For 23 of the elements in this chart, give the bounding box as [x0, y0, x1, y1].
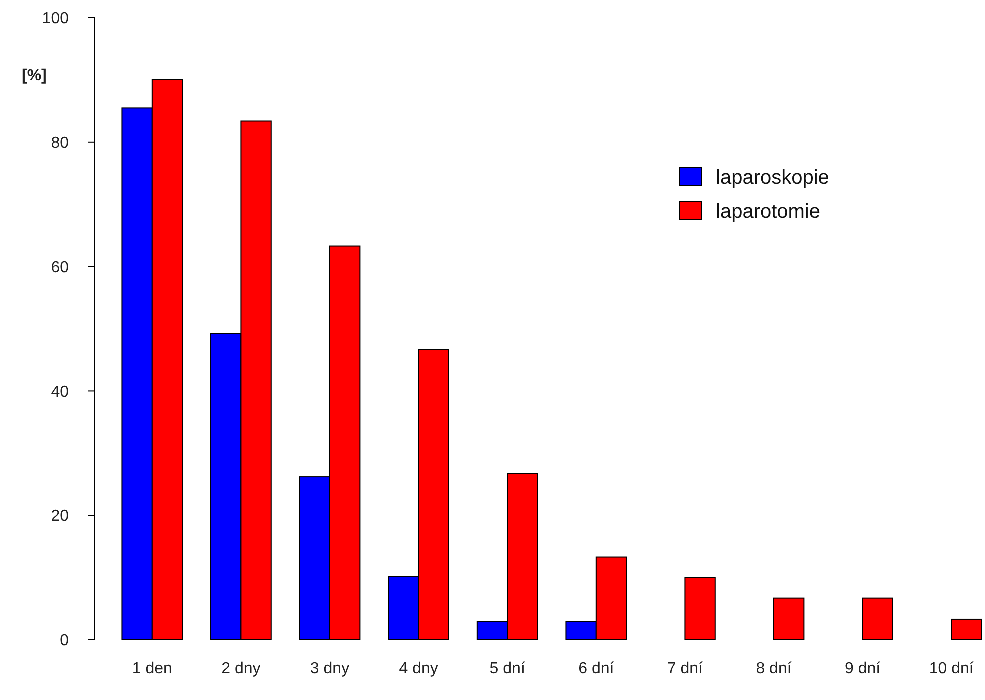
x-tick-label: 9 dní	[845, 660, 882, 678]
x-tick-label: 1 den	[132, 660, 172, 678]
legend-label: laparoskopie	[716, 167, 830, 189]
x-tick-label: 5 dní	[490, 660, 526, 678]
x-tick-label: 7 dní	[667, 660, 704, 678]
x-tick-label: 8 dní	[756, 660, 792, 678]
y-tick-label: 100	[42, 10, 70, 28]
y-tick-label: 60	[51, 259, 70, 276]
legend-label: laparotomie	[716, 201, 821, 223]
x-tick-label: 4 dny	[399, 660, 438, 678]
bar	[774, 598, 805, 640]
x-tick-label: 6 dní	[578, 660, 615, 678]
bar	[684, 577, 716, 640]
x-tick-label: 2 dny	[222, 660, 261, 678]
y-tick-label: 80	[51, 135, 70, 152]
bar	[951, 618, 982, 640]
y-tick-label: 40	[51, 384, 70, 401]
x-tick-label: 10 dní	[929, 660, 974, 678]
x-tick-label: 3 dny	[310, 660, 350, 678]
bar	[862, 598, 894, 640]
y-tick-label: 20	[51, 508, 70, 526]
y-axis-title: [%]	[22, 68, 47, 85]
y-tick-label: 0	[60, 632, 70, 650]
